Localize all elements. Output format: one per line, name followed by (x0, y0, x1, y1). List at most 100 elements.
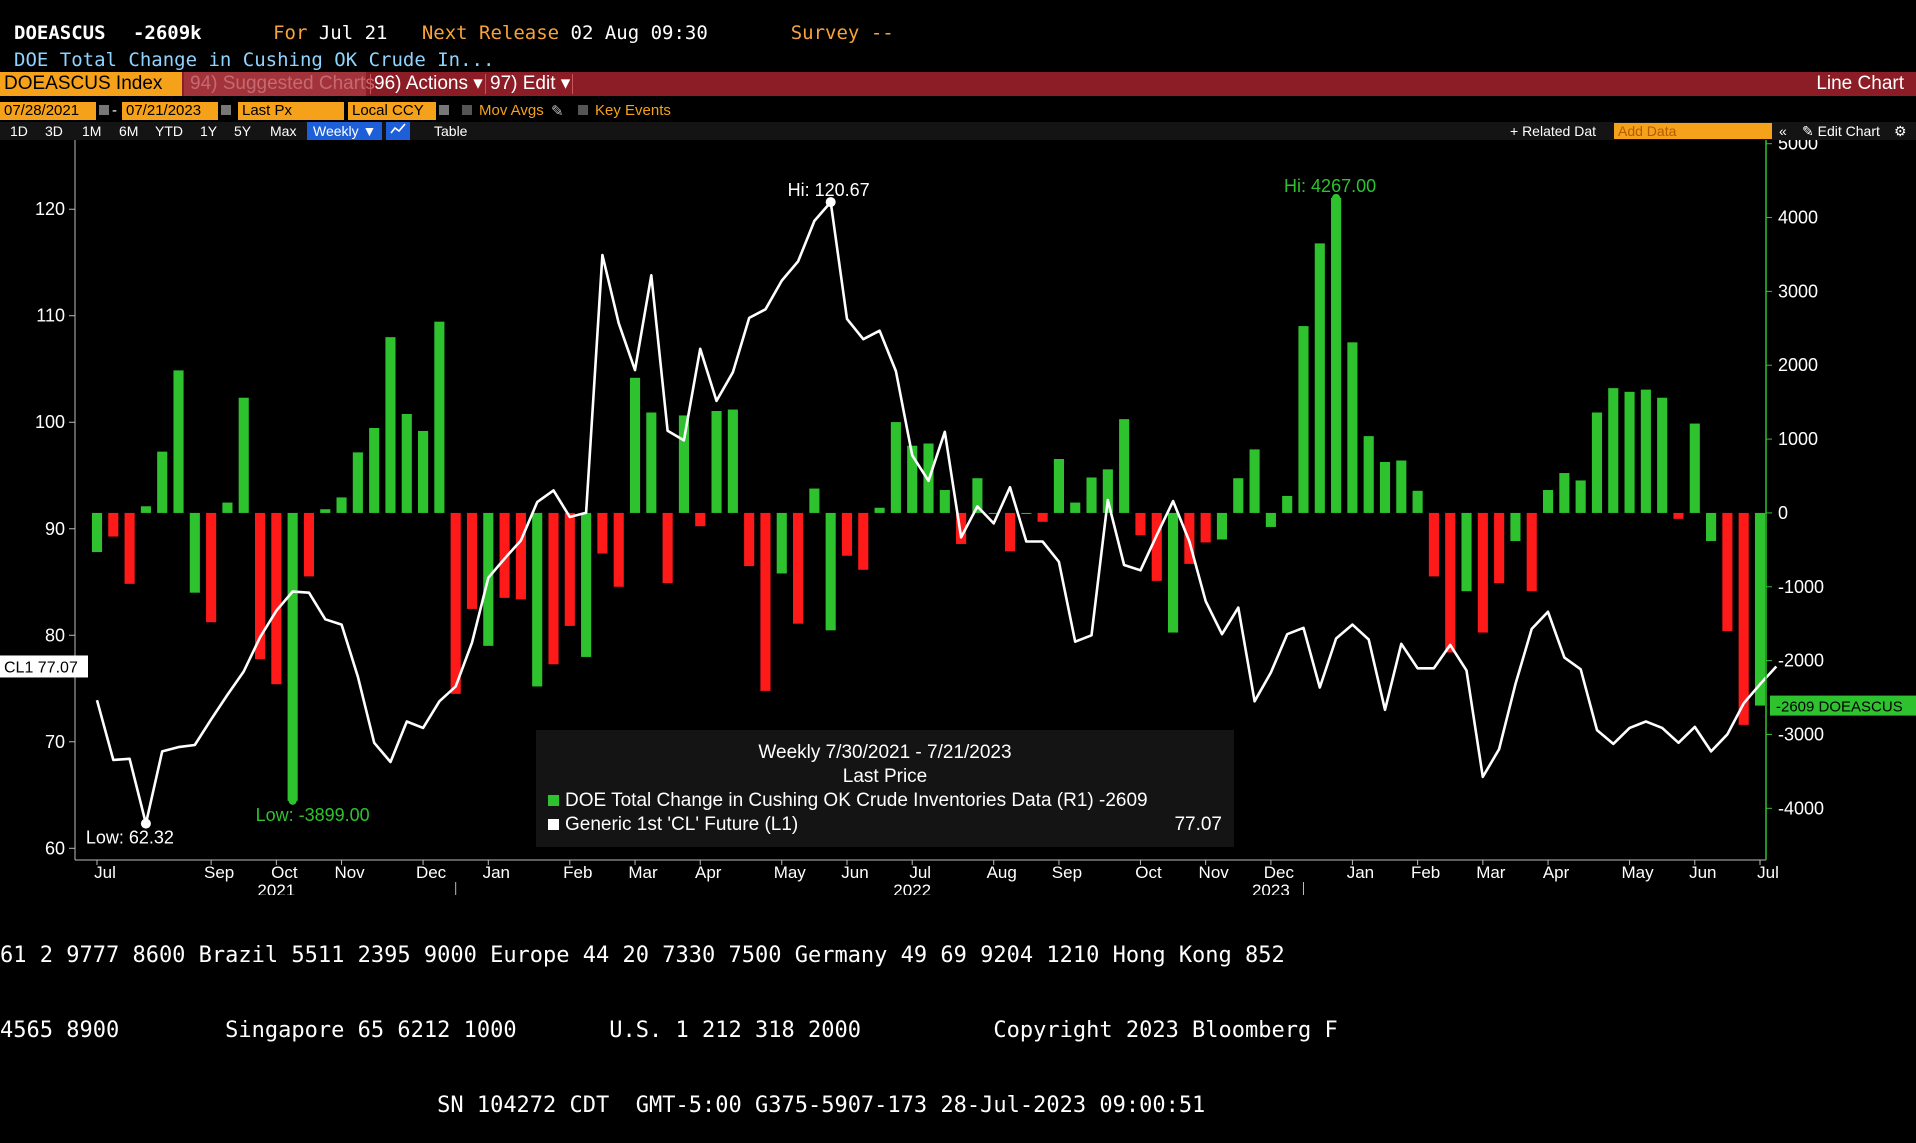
bar (939, 490, 950, 513)
line-chart-icon[interactable] (386, 122, 410, 140)
bar (711, 411, 722, 513)
x-tick-label: Oct (271, 863, 298, 882)
line-hi-label: Hi: 120.67 (788, 180, 870, 200)
left-tick-label: 120 (35, 199, 65, 219)
bar (450, 512, 461, 694)
legend-swatch (548, 819, 559, 830)
date-separator: - (112, 102, 117, 119)
bar (320, 509, 331, 513)
legend-title: Weekly 7/30/2021 - 7/21/2023 (758, 742, 1012, 763)
x-tick-label: Aug (987, 863, 1017, 882)
legend-swatch (548, 795, 559, 806)
edit-chart-button[interactable]: ✎ Edit Chart (1802, 123, 1880, 139)
line-low-label: Low: 62.32 (86, 828, 174, 848)
bar (1608, 388, 1619, 513)
bar (1265, 512, 1276, 527)
bar (793, 512, 804, 624)
calendar-icon[interactable] (221, 105, 231, 115)
range-1d[interactable]: 1D (10, 123, 28, 139)
bar (303, 512, 315, 577)
chevron-down-icon[interactable] (439, 105, 449, 115)
left-tick-label: 80 (45, 625, 65, 645)
range-1y[interactable]: 1Y (200, 123, 218, 139)
related-data-button[interactable]: + Related Dat (1510, 123, 1596, 139)
bar (1135, 512, 1146, 536)
x-tick-label: Feb (563, 863, 592, 882)
range-ytd[interactable]: YTD (155, 123, 183, 139)
bar (1314, 243, 1325, 513)
right-tick-label: 0 (1778, 503, 1788, 523)
key-events-checkbox[interactable] (578, 105, 588, 115)
range-max[interactable]: Max (270, 123, 297, 139)
survey-label: Survey (790, 22, 860, 44)
currency-select[interactable]: Local CCY (348, 102, 436, 120)
index-field[interactable]: DOEASCUS Index (0, 72, 182, 96)
bar (515, 512, 526, 600)
mov-avgs-checkbox[interactable] (462, 105, 472, 115)
end-date-input[interactable]: 07/21/2023 (122, 102, 218, 120)
bar (1102, 469, 1113, 513)
toolbar-divider (370, 74, 371, 94)
x-tick-label: Jul (1757, 863, 1779, 882)
bar (678, 415, 689, 513)
left-tick-label: 100 (35, 412, 65, 432)
key-events-label: Key Events (595, 102, 671, 119)
chart-area[interactable]: 60 70 80 90 100 110 120 -4000 -3000 -2000 -1000 0 10… (0, 140, 1916, 895)
edit-menu[interactable]: 97) Edit ▾ (490, 73, 571, 94)
actions-menu[interactable]: 96) Actions ▾ (374, 73, 483, 94)
collapse-icon[interactable]: « (1779, 123, 1787, 139)
legend-bar-label: DOE Total Change in Cushing OK Crude Inv… (565, 790, 1148, 811)
toolbar-divider (485, 74, 486, 94)
bar (1363, 436, 1374, 513)
x-tick-label: May (1622, 863, 1655, 882)
bar (597, 512, 608, 554)
bar (1004, 512, 1016, 552)
security-description: DOE Total Change in Cushing OK Crude In.… (14, 49, 495, 71)
bar (629, 377, 641, 513)
gear-icon[interactable]: ⚙ (1894, 123, 1907, 139)
x-tick-label: Jun (1689, 863, 1716, 882)
bar (254, 512, 266, 660)
bar (238, 397, 249, 513)
bar (336, 497, 347, 513)
chart-settings-row: 07/28/2021 - 07/21/2023 Last Px Local CC… (0, 101, 1916, 121)
range-6m[interactable]: 6M (119, 123, 139, 139)
bar-last-tag: -2609 DOEASCUS (1776, 699, 1903, 716)
suggested-charts-button[interactable]: 94) Suggested Charts (184, 72, 375, 96)
left-tick-label: 60 (45, 838, 65, 858)
x-tick-label: Apr (695, 863, 722, 882)
bar (548, 512, 559, 665)
frequency-select[interactable]: Weekly ▼ (307, 122, 383, 140)
add-data-input[interactable]: Add Data (1614, 123, 1772, 139)
right-tick-label: 5000 (1778, 140, 1818, 154)
bar-hi-marker (1332, 193, 1341, 202)
bar (1461, 512, 1472, 592)
price-field-select[interactable]: Last Px (238, 102, 344, 120)
year-label: 2021 (257, 881, 295, 895)
x-tick-label: May (774, 863, 807, 882)
calendar-icon[interactable] (99, 105, 109, 115)
right-tick-label: 3000 (1778, 281, 1818, 301)
line-last-tag-bg (0, 655, 88, 678)
bar (1331, 197, 1342, 513)
start-date-input[interactable]: 07/28/2021 (0, 102, 96, 120)
bar (1591, 412, 1603, 513)
chart-type-label: Line Chart (1816, 73, 1904, 94)
bar (1216, 512, 1228, 540)
x-tick-label: Nov (334, 863, 365, 882)
line-last-tag: CL1 77.07 (4, 659, 78, 676)
range-1m[interactable]: 1M (82, 123, 102, 139)
bar (1200, 512, 1211, 543)
table-button[interactable]: Table (434, 123, 468, 139)
left-tick-label: 90 (45, 519, 65, 539)
bar (858, 512, 869, 570)
bar (434, 321, 445, 513)
legend-line-value: 77.07 (1174, 814, 1222, 835)
bar (1151, 512, 1162, 581)
range-3d[interactable]: 3D (45, 123, 63, 139)
bar (157, 451, 168, 513)
range-5y[interactable]: 5Y (234, 123, 252, 139)
ticker: DOEASCUS (14, 22, 106, 44)
bar (1428, 512, 1439, 577)
pencil-icon[interactable]: ✎ (551, 103, 564, 120)
